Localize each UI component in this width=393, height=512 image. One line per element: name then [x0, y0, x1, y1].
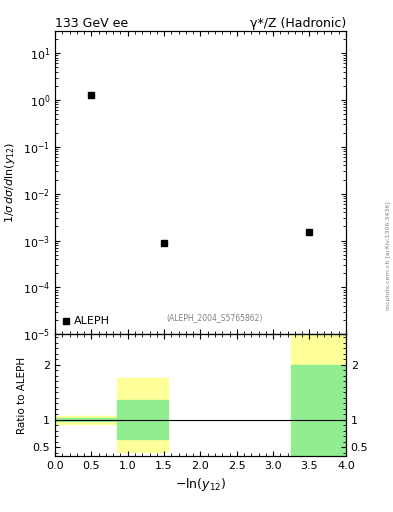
Bar: [55, 418, 117, 421]
X-axis label: $-\ln(y_{12})$: $-\ln(y_{12})$: [175, 476, 226, 493]
ALEPH: [89, 92, 94, 98]
ALEPH: [307, 229, 312, 236]
Bar: [291, 365, 346, 456]
Text: mcplots.cern.ch [arXiv:1306.3436]: mcplots.cern.ch [arXiv:1306.3436]: [386, 202, 391, 310]
Bar: [291, 334, 346, 456]
Bar: [117, 400, 168, 439]
Line: ALEPH: ALEPH: [88, 92, 312, 245]
Legend: ALEPH: ALEPH: [58, 312, 114, 331]
Bar: [55, 416, 117, 423]
Text: γ*/Z (Hadronic): γ*/Z (Hadronic): [250, 16, 346, 30]
Text: (ALEPH_2004_S5765862): (ALEPH_2004_S5765862): [167, 313, 263, 322]
Y-axis label: Ratio to ALEPH: Ratio to ALEPH: [17, 356, 27, 434]
ALEPH: [162, 240, 167, 246]
Y-axis label: $1/\sigma\,d\sigma/d\ln(y_{12})$: $1/\sigma\,d\sigma/d\ln(y_{12})$: [3, 142, 17, 223]
Bar: [117, 378, 168, 452]
Text: 133 GeV ee: 133 GeV ee: [55, 16, 128, 30]
